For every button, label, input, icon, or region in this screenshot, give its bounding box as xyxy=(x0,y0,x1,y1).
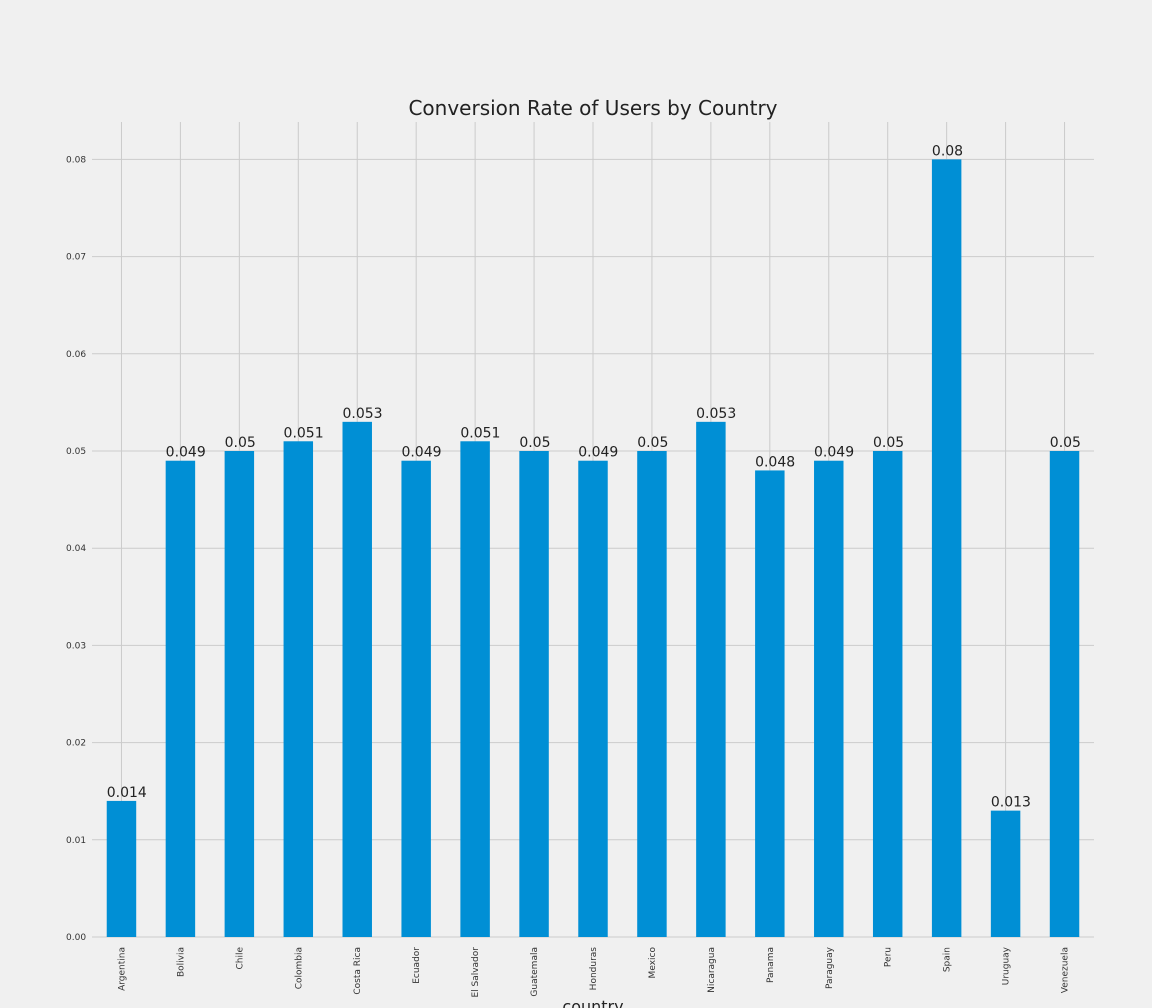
data-label: 0.05 xyxy=(637,435,668,451)
x-tick-label: Guatemala xyxy=(530,947,540,997)
x-tick-label: Uruguay xyxy=(1002,946,1012,985)
data-labels: 0.014 0.049 0.05 0.051 0.053 0.049 0.051 0.05 0.… xyxy=(107,143,1081,810)
y-tick-label: 0.03 xyxy=(66,641,86,651)
x-tick-label: El Salvador xyxy=(471,947,481,998)
x-axis-label: country xyxy=(562,997,623,1008)
y-tick-label: 0.08 xyxy=(66,155,86,165)
data-label: 0.053 xyxy=(696,406,736,422)
x-tick-label: Peru xyxy=(884,947,894,967)
x-tick-label: Argentina xyxy=(117,947,127,991)
x-tick-label: Venezuela xyxy=(1061,947,1071,993)
x-tick-label: Costa Rica xyxy=(353,947,363,995)
bar xyxy=(519,451,549,937)
x-tick-labels: Argentina Bolivia Chile Colombia Costa Rica E… xyxy=(117,946,1070,997)
y-tick-label: 0.01 xyxy=(66,836,86,846)
data-label: 0.05 xyxy=(873,435,904,451)
y-tick-label: 0.04 xyxy=(66,544,86,554)
data-label: 0.05 xyxy=(225,435,256,451)
bar xyxy=(578,460,608,937)
bars xyxy=(106,159,1080,938)
bar xyxy=(401,460,431,937)
data-label: 0.051 xyxy=(284,425,324,441)
y-tick-label: 0.02 xyxy=(66,739,86,749)
data-label: 0.05 xyxy=(519,435,550,451)
y-tick-label: 0.07 xyxy=(66,253,86,263)
x-tick-label: Nicaragua xyxy=(707,947,717,993)
bar xyxy=(755,470,785,937)
x-tick-label: Colombia xyxy=(294,947,304,989)
bar xyxy=(990,810,1021,937)
bar xyxy=(872,451,903,937)
bar xyxy=(1049,451,1080,937)
data-label: 0.049 xyxy=(814,445,854,461)
data-label: 0.049 xyxy=(578,445,618,461)
bar xyxy=(106,800,137,937)
bar xyxy=(696,421,726,938)
bar xyxy=(637,451,667,937)
data-label: 0.014 xyxy=(107,785,147,801)
data-label: 0.05 xyxy=(1050,435,1081,451)
x-tick-label: Bolivia xyxy=(176,947,186,977)
data-label: 0.051 xyxy=(460,425,500,441)
bar xyxy=(931,159,962,937)
data-label: 0.053 xyxy=(343,406,383,422)
x-tick-label: Panama xyxy=(766,947,776,983)
x-tick-label: Mexico xyxy=(648,947,658,979)
x-tick-label: Paraguay xyxy=(825,946,835,989)
x-tick-label: Ecuador xyxy=(412,947,422,984)
y-tick-labels: 0.00 0.01 0.02 0.03 0.04 0.05 0.06 0.07 0.08 xyxy=(66,155,86,943)
x-tick-label: Chile xyxy=(235,947,245,970)
y-tick-label: 0.05 xyxy=(66,447,86,457)
bar xyxy=(283,441,314,937)
bar xyxy=(224,451,255,937)
y-tick-label: 0.06 xyxy=(66,350,86,360)
data-label: 0.048 xyxy=(755,454,795,470)
y-tick-label: 0.00 xyxy=(66,933,86,943)
bar xyxy=(460,441,490,937)
data-label: 0.013 xyxy=(991,795,1031,811)
data-label: 0.049 xyxy=(166,445,206,461)
bar xyxy=(814,460,844,937)
bar xyxy=(342,421,372,938)
x-tick-label: Spain xyxy=(943,947,953,972)
x-tick-label: Honduras xyxy=(589,947,599,991)
bar xyxy=(165,460,196,937)
data-label: 0.08 xyxy=(932,143,963,159)
chart-title: Conversion Rate of Users by Country xyxy=(408,96,777,120)
data-label: 0.049 xyxy=(401,445,441,461)
